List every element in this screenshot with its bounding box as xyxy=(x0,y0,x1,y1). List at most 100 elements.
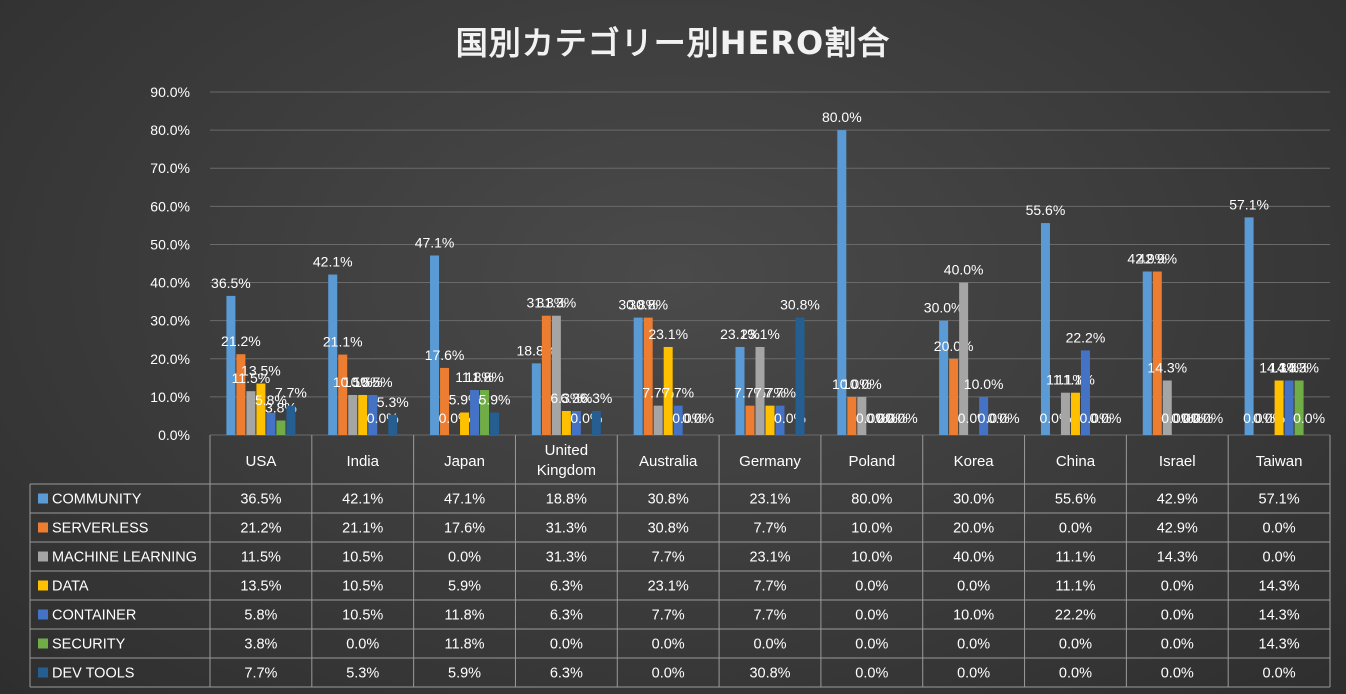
bar-community xyxy=(1040,223,1050,435)
bar-container xyxy=(1080,350,1090,435)
data-label: 80.0% xyxy=(822,109,862,125)
table-cell: 10.0% xyxy=(851,521,892,537)
data-label: 23.1% xyxy=(648,326,688,342)
table-cell: 55.6% xyxy=(1055,492,1096,508)
data-label: 0.0% xyxy=(682,410,714,426)
data-label: 0.0% xyxy=(1181,410,1213,426)
bar-data xyxy=(765,405,775,435)
bar-data xyxy=(1070,392,1080,435)
bar-serverless xyxy=(1152,271,1162,435)
bar-container xyxy=(368,394,378,435)
table-cell: 6.3% xyxy=(550,666,583,682)
data-label: 10.5% xyxy=(353,374,393,390)
bar-data xyxy=(256,383,266,435)
bar-dev-tools xyxy=(286,405,296,435)
table-cell: 0.0% xyxy=(550,637,583,653)
table-cell: 0.0% xyxy=(652,637,685,653)
data-label: 6.3% xyxy=(550,390,582,406)
bar-dev-tools xyxy=(490,412,500,435)
bar-data xyxy=(561,410,571,435)
table-cell: 22.2% xyxy=(1055,608,1096,624)
data-label: 5.9% xyxy=(479,392,511,408)
table-cell: 0.0% xyxy=(855,666,888,682)
table-cell: 23.1% xyxy=(749,492,790,508)
legend-entry: DATA xyxy=(52,579,89,595)
table-cell: 0.0% xyxy=(1059,666,1092,682)
data-label: 0.0% xyxy=(988,410,1020,426)
x-tick-label: China xyxy=(1056,453,1096,470)
data-label: 17.6% xyxy=(425,347,465,363)
x-tick-label: Poland xyxy=(848,453,895,470)
data-label: 11.8% xyxy=(465,369,504,385)
legend-entry: SERVERLESS xyxy=(52,521,148,537)
bar-machine-learning xyxy=(959,282,969,435)
bar-dev-tools xyxy=(591,410,601,435)
legend-key xyxy=(38,638,48,649)
table-cell: 40.0% xyxy=(953,550,994,566)
data-label: 0.0% xyxy=(978,410,1010,426)
data-label: 14.3% xyxy=(1147,360,1187,376)
table-cell: 0.0% xyxy=(855,608,888,624)
table-cell: 30.8% xyxy=(749,666,790,682)
table-cell: 10.5% xyxy=(342,550,383,566)
data-label: 14.3% xyxy=(1269,360,1309,376)
table-cell: 7.7% xyxy=(652,550,685,566)
data-label: 11.5% xyxy=(232,370,271,386)
data-label: 7.7% xyxy=(275,385,307,401)
bar-community xyxy=(1244,217,1254,435)
table-cell: 17.6% xyxy=(444,521,485,537)
table-cell: 0.0% xyxy=(1263,666,1296,682)
legend-key xyxy=(38,580,48,591)
bar-data xyxy=(460,412,470,435)
data-label: 10.5% xyxy=(333,374,373,390)
bar-security xyxy=(276,420,286,435)
table-cell: 31.3% xyxy=(546,521,587,537)
bar-community xyxy=(735,346,745,435)
data-label: 7.7% xyxy=(662,385,694,401)
data-label: 21.1% xyxy=(323,334,363,350)
x-tick-label: United xyxy=(545,442,588,459)
table-cell: 0.0% xyxy=(1161,637,1194,653)
bar-community xyxy=(939,320,949,435)
legend-key xyxy=(38,551,48,562)
table-cell: 7.7% xyxy=(652,608,685,624)
y-tick-label: 10.0% xyxy=(150,389,190,405)
table-cell: 23.1% xyxy=(648,579,689,595)
bar-community xyxy=(1142,271,1152,435)
bar-serverless xyxy=(338,354,348,435)
table-cell: 30.8% xyxy=(648,521,689,537)
table-cell: 10.5% xyxy=(342,608,383,624)
legend-entry: DEV TOOLS xyxy=(52,666,134,682)
bar-serverless xyxy=(541,315,551,435)
table-cell: 11.1% xyxy=(1055,579,1095,595)
table-cell: 14.3% xyxy=(1259,608,1300,624)
bar-serverless xyxy=(745,405,755,435)
y-tick-label: 70.0% xyxy=(150,160,190,176)
data-label: 0.0% xyxy=(876,410,908,426)
table-cell: 5.3% xyxy=(346,666,379,682)
table-cell: 0.0% xyxy=(957,666,990,682)
bar-container xyxy=(266,412,276,435)
bar-machine-learning xyxy=(1060,392,1070,435)
data-label: 30.8% xyxy=(618,297,658,313)
x-tick-label: Korea xyxy=(954,453,995,470)
data-label: 0.0% xyxy=(672,410,704,426)
bar-dev-tools xyxy=(388,414,398,435)
data-label: 0.0% xyxy=(856,410,888,426)
bar-container xyxy=(979,396,989,435)
table-cell: 18.8% xyxy=(546,492,587,508)
data-label: 36.5% xyxy=(211,275,251,291)
bar-community xyxy=(633,317,643,435)
table-cell: 7.7% xyxy=(753,608,786,624)
table-cell: 6.3% xyxy=(550,579,583,595)
y-tick-label: 40.0% xyxy=(150,275,190,291)
table-cell: 21.2% xyxy=(240,521,281,537)
data-label: 31.3% xyxy=(537,295,577,311)
bar-community xyxy=(328,274,338,435)
legend-key xyxy=(38,667,48,678)
data-label: 30.8% xyxy=(780,297,820,313)
table-cell: 47.1% xyxy=(444,492,485,508)
table-cell: 31.3% xyxy=(546,550,587,566)
data-label: 14.3% xyxy=(1259,360,1299,376)
